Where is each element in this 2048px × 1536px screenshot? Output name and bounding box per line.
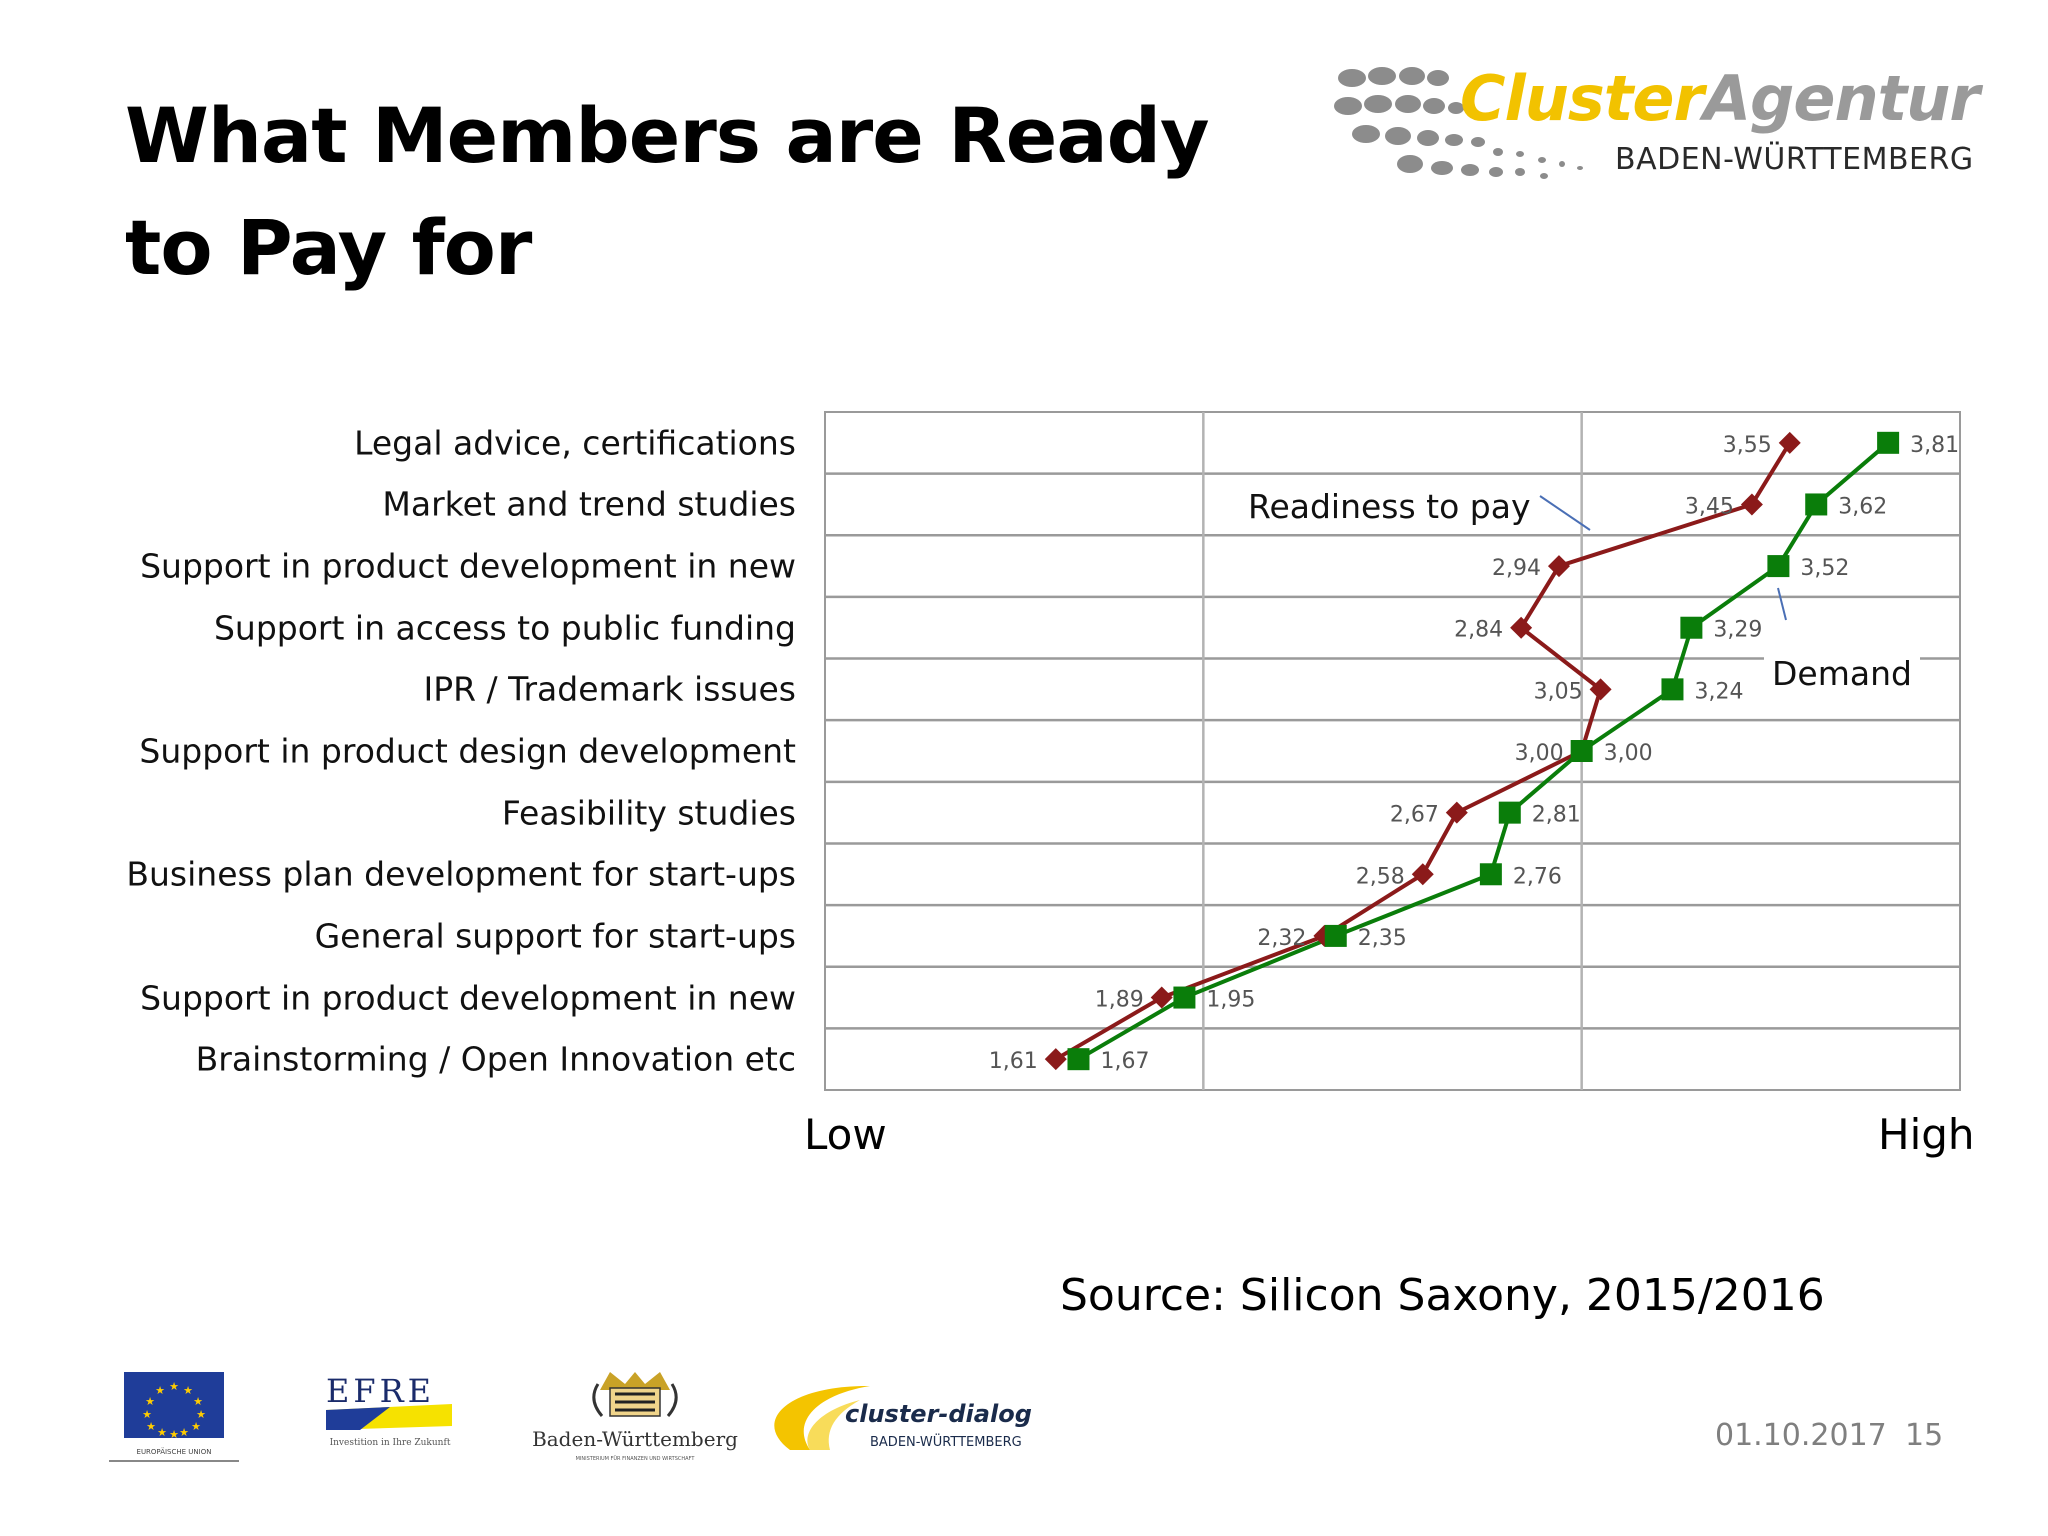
svg-text:★: ★ — [193, 1395, 203, 1408]
source-note: Source: Silicon Saxony, 2015/2016 — [1060, 1270, 1825, 1321]
data-label-demand: 2,81 — [1532, 803, 1581, 828]
data-point-demand — [1498, 801, 1521, 824]
data-point-demand — [1570, 740, 1593, 762]
category-label: Brainstorming / Open Innovation etc — [195, 1039, 796, 1079]
slide-title: What Members are Ready to Pay for — [125, 91, 1210, 292]
brand-name: ClusterAgentur — [1460, 62, 1980, 135]
data-label-readiness: 3,55 — [1723, 433, 1772, 458]
data-point-readiness — [1589, 678, 1612, 701]
bw-caption: MINISTERIUM FÜR FINANZEN UND WIRTSCHAFT — [576, 1455, 696, 1462]
svg-text:★: ★ — [145, 1395, 155, 1408]
data-label-demand: 1,67 — [1100, 1049, 1149, 1074]
svg-text:★: ★ — [191, 1420, 201, 1433]
data-point-demand — [1067, 1048, 1090, 1071]
brand-name-part2: Agentur — [1703, 62, 1980, 135]
chart-series: 3,55 3,45 2,94 2,84 3,05 3,00 2,67 2,58 2,32 1,89… — [989, 431, 1959, 1074]
data-label-readiness: 3,45 — [1685, 494, 1734, 519]
svg-text:★: ★ — [169, 1380, 179, 1393]
data-point-demand — [1661, 678, 1684, 701]
category-label: General support for start-ups — [314, 916, 796, 956]
brand-subtitle: BADEN-WÜRTTEMBERG — [1615, 142, 1974, 177]
data-point-demand — [1767, 555, 1790, 578]
data-point-readiness — [1150, 986, 1173, 1009]
data-label-readiness: 2,32 — [1257, 926, 1306, 951]
readiness-pointer-line — [1539, 495, 1591, 531]
data-label-readiness: 2,94 — [1492, 556, 1541, 581]
category-label: IPR / Trademark issues — [423, 669, 796, 709]
data-point-readiness — [1445, 801, 1468, 824]
data-label-demand: 3,62 — [1838, 494, 1887, 519]
data-point-demand — [1805, 493, 1828, 516]
svg-text:★: ★ — [157, 1426, 167, 1439]
cluster-dialog-caption: BADEN-WÜRTTEMBERG — [870, 1433, 1022, 1450]
data-label-readiness: 3,00 — [1515, 741, 1564, 766]
data-point-demand — [1877, 431, 1900, 454]
data-point-demand — [1479, 863, 1502, 886]
efre-logo: EFRE Investition in Ihre Zukunft — [320, 1370, 460, 1450]
svg-text:★: ★ — [183, 1384, 193, 1397]
svg-text:★: ★ — [142, 1408, 152, 1421]
svg-text:★: ★ — [146, 1420, 156, 1433]
x-axis-high-label: High — [1878, 1110, 1975, 1159]
svg-text:★: ★ — [179, 1426, 189, 1439]
category-label: Feasibility studies — [501, 793, 796, 833]
legend-demand: Demand — [1764, 652, 1920, 695]
data-label-demand: 3,52 — [1800, 556, 1849, 581]
bw-text: Baden-Württemberg — [532, 1427, 738, 1451]
clusteragentur-logo: ClusterAgentur BADEN-WÜRTTEMBERG — [1330, 60, 1980, 200]
coat-of-arms-icon — [592, 1372, 678, 1417]
demand-pointer-line — [1777, 587, 1787, 621]
data-point-readiness — [1411, 863, 1434, 886]
data-label-demand: 1,95 — [1206, 988, 1255, 1013]
data-label-readiness: 1,61 — [989, 1049, 1038, 1074]
eu-caption: EUROPÄISCHE UNION — [137, 1447, 212, 1456]
data-point-demand — [1324, 924, 1347, 947]
data-point-demand — [1680, 616, 1703, 639]
eu-flag-logo: ★ ★ ★ ★ ★ ★ ★ ★ ★ ★ ★ ★ EUROPÄISCHE UNION — [104, 1370, 254, 1470]
category-label: Support in product development in new — [140, 546, 796, 586]
svg-text:★: ★ — [169, 1428, 179, 1441]
data-label-readiness: 2,84 — [1454, 618, 1503, 643]
brand-name-part1: Cluster — [1460, 62, 1704, 135]
cluster-dialog-text: cluster-dialog — [845, 1400, 1032, 1428]
x-axis-low-label: Low — [804, 1110, 887, 1159]
svg-text:★: ★ — [196, 1408, 206, 1421]
category-label: Support in access to public funding — [213, 608, 796, 648]
data-point-readiness — [1547, 555, 1570, 578]
baden-wuerttemberg-logo: Baden-Württemberg MINISTERIUM FÜR FINANZ… — [530, 1370, 740, 1480]
data-point-readiness — [1510, 616, 1533, 639]
category-label: Support in product design development — [139, 731, 796, 771]
category-label: Support in product development in new — [140, 978, 796, 1018]
data-label-demand: 3,24 — [1694, 679, 1743, 704]
data-label-demand: 2,76 — [1513, 864, 1562, 889]
data-label-readiness: 2,67 — [1390, 803, 1439, 828]
data-label-demand: 3,81 — [1910, 433, 1959, 458]
data-point-readiness — [1740, 493, 1763, 516]
data-point-readiness — [1044, 1048, 1067, 1071]
slide-page-number: 15 — [1905, 1418, 1944, 1453]
slide-date: 01.10.2017 — [1715, 1418, 1887, 1453]
cluster-dialog-logo: cluster-dialog BADEN-WÜRTTEMBERG — [750, 1380, 1050, 1470]
data-label-readiness: 2,58 — [1356, 864, 1405, 889]
legend-readiness-to-pay: Readiness to pay — [1240, 485, 1539, 528]
category-label: Market and trend studies — [382, 484, 796, 524]
data-point-demand — [1173, 986, 1196, 1009]
cluster-dots-icon — [1334, 67, 1583, 179]
category-label: Legal advice, certifications — [354, 423, 796, 463]
data-point-readiness — [1778, 431, 1801, 454]
data-label-readiness: 3,05 — [1534, 679, 1583, 704]
data-label-demand: 3,29 — [1713, 618, 1762, 643]
data-label-demand: 3,00 — [1604, 741, 1653, 766]
data-label-demand: 2,35 — [1358, 926, 1407, 951]
efre-text: EFRE — [326, 1372, 435, 1410]
svg-text:★: ★ — [155, 1384, 165, 1397]
data-label-readiness: 1,89 — [1095, 988, 1144, 1013]
efre-caption: Investition in Ihre Zukunft — [330, 1438, 451, 1448]
category-label: Business plan development for start-ups — [126, 854, 796, 894]
